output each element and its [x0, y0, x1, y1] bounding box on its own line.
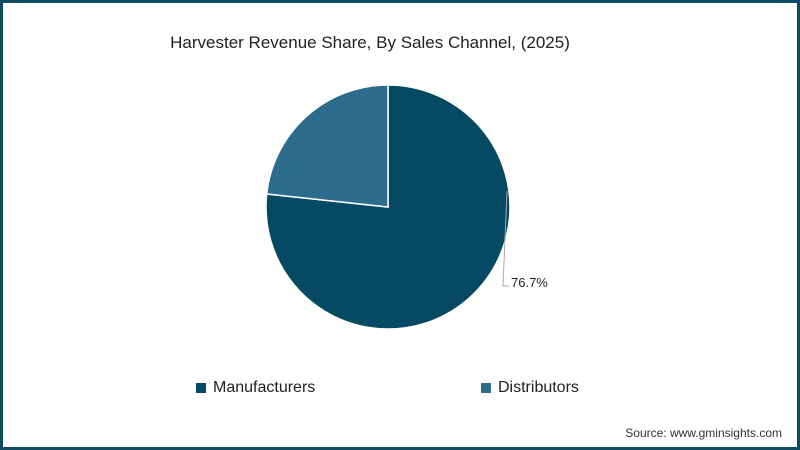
legend-swatch-manufacturers — [196, 383, 206, 393]
data-label-manufacturers: 76.7% — [511, 275, 548, 290]
legend-label-distributors: Distributors — [498, 379, 579, 396]
legend-swatch-distributors — [481, 383, 491, 393]
legend-label-manufacturers: Manufacturers — [213, 379, 316, 396]
chart-legend: Manufacturers Distributors — [0, 379, 800, 401]
chart-title: Harvester Revenue Share, By Sales Channe… — [170, 33, 570, 52]
legend-item-distributors[interactable]: Distributors — [481, 379, 579, 397]
legend-item-manufacturers[interactable]: Manufacturers — [196, 379, 315, 397]
source-note: Source: www.gminsights.com — [625, 426, 782, 440]
pie-slice-distributors[interactable] — [265, 84, 389, 208]
label-leader-line — [502, 190, 509, 287]
